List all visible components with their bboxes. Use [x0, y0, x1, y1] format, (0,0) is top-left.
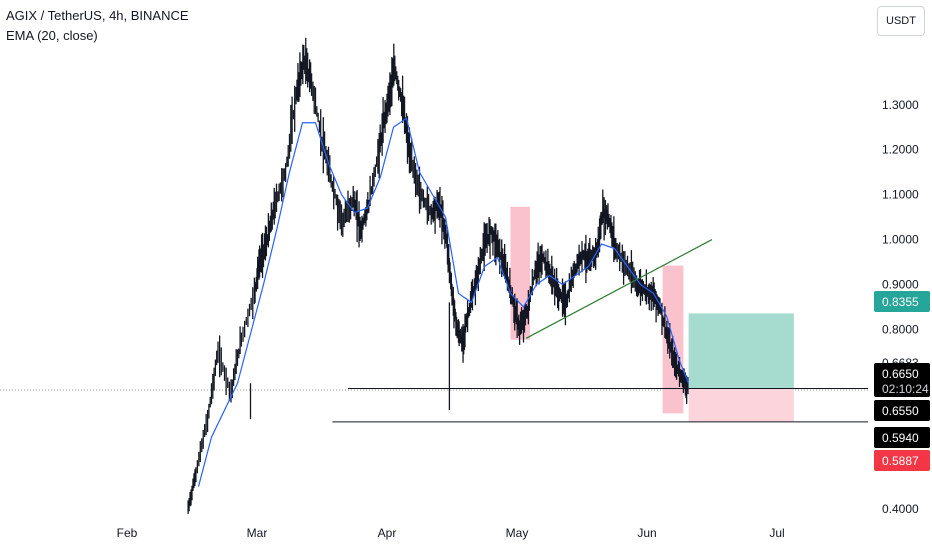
price-tag-red	[874, 450, 930, 471]
x-tick-label: Feb	[117, 526, 138, 540]
y-tick-label: 0.9000	[882, 277, 919, 291]
y-tick-label: 1.3000	[882, 98, 919, 112]
y-tick-label: 1.2000	[882, 143, 919, 157]
take-profit-zone	[688, 313, 794, 389]
price-tag-green	[874, 291, 930, 312]
trendline	[525, 239, 713, 339]
y-tick-label: 1.0000	[882, 233, 919, 247]
currency-button[interactable]: USDT	[877, 6, 925, 36]
price-tag-black	[874, 363, 930, 397]
symbol-title: AGIX / TetherUS, 4h, BINANCE	[6, 8, 189, 23]
x-tick-label: Jul	[769, 526, 784, 540]
x-axis: Feb Mar Apr May Jun Jul	[117, 526, 785, 540]
price-tag-label: 0.8355	[882, 295, 919, 309]
x-tick-label: May	[506, 526, 529, 540]
x-tick-label: Apr	[378, 526, 397, 540]
x-tick-label: Jun	[637, 526, 656, 540]
price-tag-label: 0.5887	[882, 454, 919, 468]
price-tag-label: 0.5940	[882, 431, 919, 445]
x-tick-label: Mar	[247, 526, 268, 540]
long-position-tool	[688, 313, 794, 422]
horizontal-levels	[332, 388, 868, 423]
y-tick-label: 0.4000	[882, 502, 919, 516]
price-series	[187, 37, 689, 514]
ema-line	[197, 117, 690, 487]
price-tag-label: 0.6650	[882, 367, 919, 381]
ema-20-line	[197, 117, 690, 487]
stop-loss-zone	[688, 388, 794, 422]
y-tick-label: 0.8000	[882, 322, 919, 336]
y-axis: 1.3000 1.2000 1.1000 1.0000 0.9000 0.8000 0.40…	[882, 98, 919, 516]
price-tag-label: 0.6550	[882, 404, 919, 418]
price-tag-black	[874, 427, 930, 448]
ascending-trendline	[525, 239, 713, 339]
countdown-label: 02:10:24	[882, 382, 929, 396]
indicator-legend[interactable]: EMA (20, close)	[6, 28, 98, 43]
y-tick-label: 1.1000	[882, 188, 919, 202]
price-tag-black	[874, 400, 930, 421]
price-tags: 0.83550.66830.665002:10:240.65500.59400.…	[874, 291, 930, 471]
